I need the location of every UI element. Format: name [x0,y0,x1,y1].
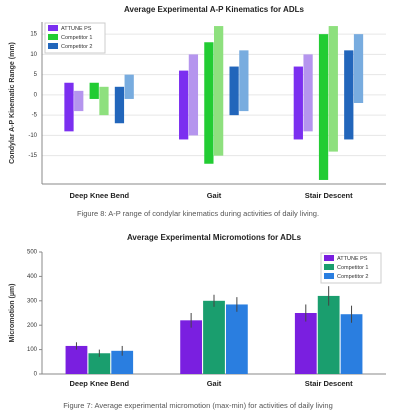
y-tick-label: 5 [34,72,38,78]
legend-swatch [324,264,334,270]
range-bar [90,83,99,99]
range-bar [115,87,124,123]
bar [341,314,363,374]
legend-label: Competitor 1 [61,35,93,41]
x-tick-label: Gait [207,191,222,200]
range-bar [204,42,213,164]
y-axis-label: Micromotion (µm) [9,284,16,343]
legend-label: Competitor 1 [337,265,369,271]
y-tick-label: 500 [27,250,38,256]
y-tick-label: 0 [34,372,38,378]
range-bar [74,91,83,111]
range-bar [64,83,73,132]
y-axis-label: Condylar A-P Kinematic Range (mm) [9,42,16,164]
range-bar [344,50,353,139]
y-tick-label: -5 [32,113,38,119]
range-bar [125,75,134,99]
range-bar [179,71,188,140]
legend-label: Competitor 2 [61,44,93,50]
legend-swatch [48,43,58,49]
legend-swatch [324,255,334,261]
y-tick-label: 15 [30,32,37,38]
caption: Figure 7: Average experimental micromoti… [63,401,333,410]
legend-swatch [48,34,58,40]
range-bar [329,26,338,152]
legend-label: Competitor 2 [337,274,369,280]
y-tick-label: 200 [27,323,38,329]
chart: Average Experimental Micromotions for AD… [0,224,396,418]
page: Average Experimental A-P Kinematics for … [0,0,396,418]
chart-title: Average Experimental Micromotions for AD… [127,233,302,242]
bar [66,346,88,374]
y-tick-label: 10 [30,52,37,58]
bar [180,320,202,374]
legend-label: ATTUNE PS [61,26,92,32]
range-bar [99,87,108,115]
x-tick-label: Deep Knee Bend [70,379,130,388]
range-bar [239,50,248,111]
chart-title: Average Experimental A-P Kinematics for … [124,5,304,14]
bar [203,301,225,374]
legend-label: ATTUNE PS [337,256,368,262]
range-bar [294,67,303,140]
bar [318,296,340,374]
y-tick-label: -15 [28,153,37,159]
range-bar [189,54,198,135]
y-tick-label: 400 [27,274,38,280]
range-bar [303,54,312,131]
range-bar [214,26,223,156]
range-bar [354,34,363,103]
chart: Average Experimental A-P Kinematics for … [0,0,396,224]
legend-swatch [324,273,334,279]
caption: Figure 8: A-P range of condylar kinemati… [77,209,319,218]
y-tick-label: -10 [28,133,37,139]
x-tick-label: Deep Knee Bend [70,191,130,200]
y-tick-label: 0 [34,92,38,98]
x-tick-label: Stair Descent [305,379,353,388]
x-tick-label: Stair Descent [305,191,353,200]
range-bar [319,34,328,180]
bar [226,304,248,374]
x-tick-label: Gait [207,379,222,388]
bar [295,313,317,374]
range-bar [229,67,238,116]
y-tick-label: 100 [27,347,38,353]
legend-swatch [48,25,58,31]
y-tick-label: 300 [27,298,38,304]
